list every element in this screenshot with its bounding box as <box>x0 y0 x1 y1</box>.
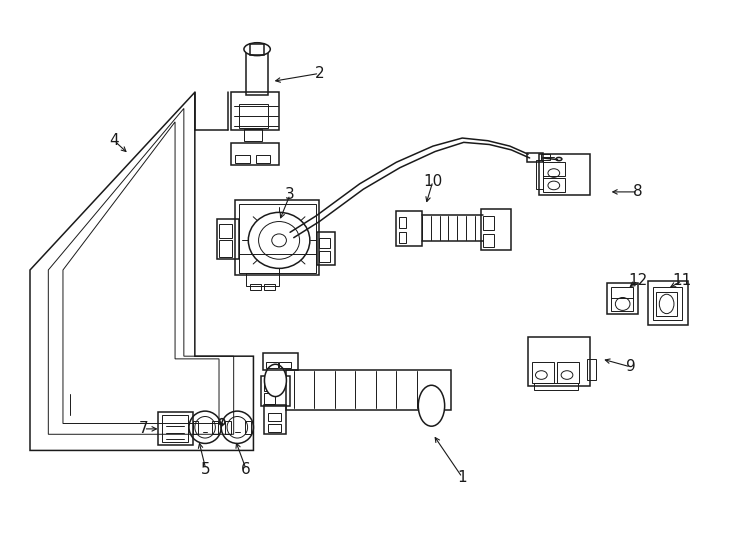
Ellipse shape <box>418 385 445 426</box>
Bar <box>250 44 264 55</box>
Bar <box>235 200 319 275</box>
Bar <box>212 421 218 434</box>
Bar <box>656 292 677 316</box>
Bar <box>162 415 187 442</box>
Text: 7: 7 <box>139 421 148 436</box>
Bar <box>264 393 275 403</box>
Bar <box>532 362 554 383</box>
Bar <box>261 376 290 406</box>
Text: 4: 4 <box>109 133 119 148</box>
Bar <box>264 404 286 434</box>
Bar <box>219 240 232 256</box>
Bar <box>482 209 511 249</box>
Ellipse shape <box>264 364 286 396</box>
Bar <box>255 156 270 164</box>
Bar <box>250 284 261 291</box>
Bar <box>244 421 250 434</box>
Bar <box>264 284 275 291</box>
Text: 2: 2 <box>315 66 324 81</box>
Bar <box>319 238 330 248</box>
Text: 5: 5 <box>201 462 211 477</box>
Bar <box>536 160 543 189</box>
Bar <box>399 232 406 243</box>
Bar <box>558 362 579 383</box>
Bar <box>266 362 277 368</box>
Text: 9: 9 <box>626 360 636 374</box>
Bar <box>528 338 590 386</box>
Bar <box>263 354 298 370</box>
Bar <box>607 283 638 314</box>
Bar <box>246 273 279 286</box>
Bar <box>268 413 281 421</box>
Text: 11: 11 <box>672 273 691 288</box>
Bar <box>653 287 682 320</box>
Bar <box>543 163 564 176</box>
Bar <box>317 232 335 265</box>
Bar <box>192 421 198 434</box>
Bar <box>244 129 262 141</box>
Text: 6: 6 <box>241 462 251 477</box>
Bar <box>235 156 250 164</box>
Bar <box>268 423 281 431</box>
Bar <box>396 211 422 246</box>
Bar <box>217 219 239 259</box>
Bar <box>246 52 268 95</box>
Bar <box>539 154 590 194</box>
Bar <box>484 216 495 229</box>
Bar <box>399 217 406 228</box>
Bar <box>231 144 279 165</box>
Text: 3: 3 <box>286 187 295 202</box>
Bar <box>542 154 550 160</box>
Ellipse shape <box>244 43 270 56</box>
Bar <box>286 370 451 410</box>
Bar <box>264 380 275 391</box>
Bar <box>527 153 543 163</box>
Text: 8: 8 <box>633 184 643 199</box>
Bar <box>484 234 495 247</box>
Bar <box>543 178 564 192</box>
Bar <box>586 359 595 380</box>
Bar <box>225 421 230 434</box>
Text: 1: 1 <box>457 470 467 485</box>
Bar <box>231 92 279 130</box>
Bar <box>319 251 330 262</box>
Bar <box>219 224 232 238</box>
Bar <box>239 104 268 129</box>
Text: 12: 12 <box>628 273 647 288</box>
Bar <box>534 383 578 389</box>
Bar <box>159 411 193 445</box>
Bar <box>239 204 316 273</box>
Bar <box>611 287 633 312</box>
Bar <box>279 362 291 368</box>
Text: 10: 10 <box>424 174 443 188</box>
Bar <box>647 281 688 325</box>
